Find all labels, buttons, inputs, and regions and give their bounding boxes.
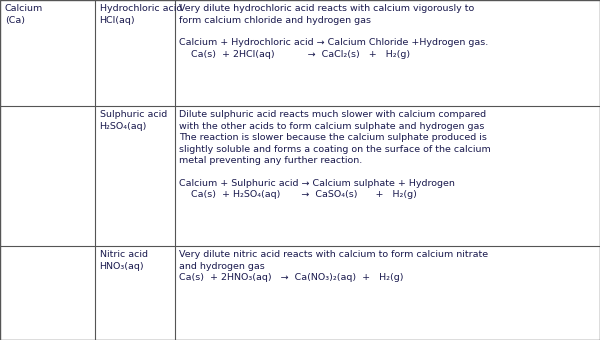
Text: Very dilute hydrochloric acid reacts with calcium vigorously to
form calcium chl: Very dilute hydrochloric acid reacts wit… xyxy=(179,4,488,59)
Text: Sulphuric acid
H₂SO₄(aq): Sulphuric acid H₂SO₄(aq) xyxy=(100,110,167,131)
Text: Hydrochloric acid
HCl(aq): Hydrochloric acid HCl(aq) xyxy=(100,4,182,24)
Text: Calcium
(Ca): Calcium (Ca) xyxy=(5,4,43,24)
Text: Very dilute nitric acid reacts with calcium to form calcium nitrate
and hydrogen: Very dilute nitric acid reacts with calc… xyxy=(179,250,488,282)
Text: Nitric acid
HNO₃(aq): Nitric acid HNO₃(aq) xyxy=(100,250,148,271)
Text: Dilute sulphuric acid reacts much slower with calcium compared
with the other ac: Dilute sulphuric acid reacts much slower… xyxy=(179,110,491,199)
